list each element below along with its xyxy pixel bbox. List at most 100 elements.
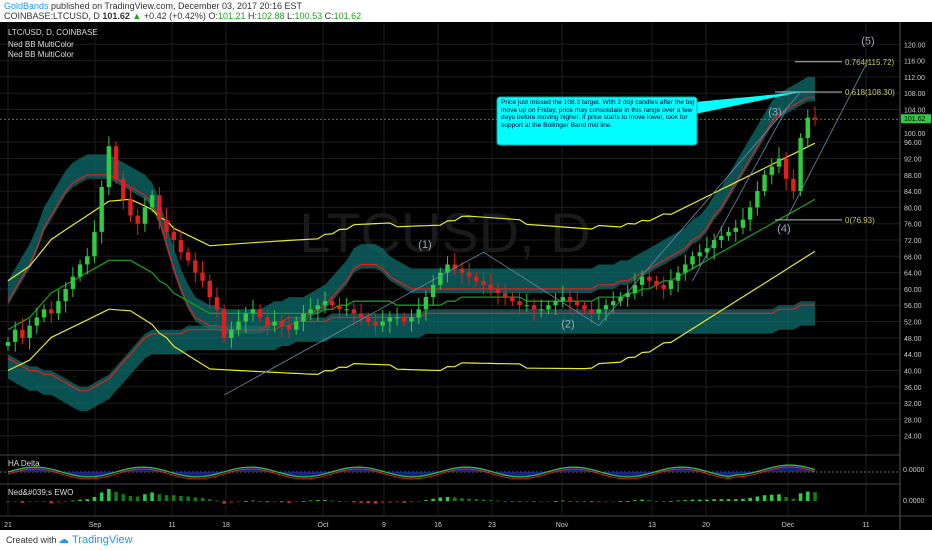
x-tick-label: 20 (702, 522, 710, 529)
change-value: +0.42 (+0.42%) (143, 11, 206, 21)
author-name[interactable]: GoldBands (4, 1, 49, 11)
candle-body (459, 268, 465, 273)
close-value: 101.62 (333, 11, 362, 21)
candle-body (776, 158, 782, 167)
x-tick-label: 21 (4, 522, 12, 529)
ewo-bar (582, 501, 587, 502)
ewo-bar (337, 501, 342, 502)
symbol-watermark: LTCUSD, D (299, 201, 590, 264)
candle-body (164, 219, 169, 232)
ewo-bar (150, 492, 154, 501)
y-tick-label: 44.00 (904, 352, 922, 359)
candle-body (185, 252, 191, 261)
candle-body (654, 280, 659, 285)
wave-label: (4) (777, 223, 790, 235)
ewo-bar (200, 497, 205, 501)
ewo-bar (503, 501, 507, 502)
ewo-bar (561, 500, 565, 502)
ewo-bar (791, 498, 796, 501)
ewo-bar (121, 494, 126, 501)
candle-body (358, 313, 364, 318)
ha-delta-label: HA Delta (8, 459, 40, 468)
x-tick-label: Sep (89, 522, 102, 529)
candle-body (279, 321, 285, 326)
candle-body (171, 231, 176, 240)
drawings: 0.764(115.72) 0.618(108.30) 0(76.93) 101.62… (0, 35, 931, 396)
tradingview-text: TradingView (72, 533, 133, 546)
ewo-bar (553, 501, 558, 502)
candle-body (56, 301, 61, 314)
price-chart[interactable]: LTCUSD, D 0.764(115.72) 0.618(108.30) 0(76… (0, 22, 932, 530)
candle-body (430, 284, 436, 298)
candle-body (762, 174, 767, 192)
ewo-bar (669, 501, 673, 502)
candles (5, 106, 818, 352)
y-tick-label: 48.00 (904, 336, 922, 343)
candle-body (589, 309, 594, 314)
last-price: 101.62 (102, 11, 130, 21)
ewo-bar (294, 501, 299, 502)
ewo-bar (604, 501, 608, 502)
candle-body (113, 146, 119, 179)
y-tick-label: 64.00 (904, 271, 922, 278)
tradingview-logo[interactable]: ☁ TradingView (58, 533, 133, 547)
candle-body (683, 264, 688, 273)
y-tick-label: 120.00 (904, 42, 926, 49)
ewo-bar (402, 501, 407, 503)
x-tick-label: 16 (434, 522, 442, 529)
up-arrow-icon: ▲ (132, 11, 142, 21)
candle-body (510, 297, 515, 302)
candle-body (466, 272, 472, 277)
ewo-bar (114, 492, 118, 501)
ewo-bar (308, 500, 313, 502)
chart-area[interactable]: LTCUSD, D 0.764(115.72) 0.618(108.30) 0(76… (0, 22, 932, 530)
candle-body (337, 305, 342, 310)
ewo-bar (135, 496, 140, 501)
x-tick-label: 23 (488, 522, 496, 529)
candle-body (200, 272, 205, 281)
candle-body (106, 146, 112, 187)
candle-body (603, 305, 609, 310)
wave-label: (1) (418, 239, 431, 251)
ewo-label: Ned&#039;s EWO (8, 488, 73, 497)
candle-body (380, 321, 385, 326)
candle-body (711, 240, 717, 249)
candle-body (661, 284, 666, 289)
candle-body (178, 240, 184, 253)
candle-body (538, 309, 544, 311)
upper-band-line (7, 96, 815, 331)
ewo-bar (431, 498, 435, 501)
note-box[interactable] (496, 96, 698, 146)
ewo-bar (186, 496, 190, 501)
ewo-bar (805, 491, 810, 501)
ewo-bar (618, 501, 623, 502)
ewo-bar (352, 501, 356, 503)
candle-body (257, 309, 263, 318)
y-tick-label: 28.00 (904, 417, 922, 424)
ewo-bar (280, 501, 284, 503)
fib-label: 0.618(108.30) (845, 88, 895, 97)
ewo-bar (35, 501, 39, 502)
slow-upper-line (7, 142, 816, 282)
ewo-bar (207, 499, 212, 501)
legend-title: LTC/USD, D, COINBASE (8, 28, 98, 37)
ewo-bar (359, 501, 363, 503)
ewo-bar (798, 493, 803, 501)
ewo-bar (424, 500, 428, 501)
legend-indicator-1: Ned BB MultiColor (8, 40, 74, 49)
candle-body (63, 288, 68, 302)
y-tick-label: 60.00 (904, 287, 922, 294)
candle-body (524, 305, 529, 307)
candle-body (229, 329, 234, 338)
y-tick-label: 104.00 (904, 108, 926, 115)
candle-body (719, 235, 724, 240)
y-tick-label: 52.00 (904, 320, 922, 327)
ewo-panel (6, 489, 817, 504)
published-text: published on TradingView.com, December 0… (51, 1, 303, 11)
candle-body (402, 317, 407, 322)
x-tick-label: Nov (556, 522, 569, 529)
ewo-bar (107, 489, 111, 501)
ewo-bar (92, 496, 97, 501)
created-with-text: Created with (6, 535, 57, 545)
candle-body (704, 248, 710, 253)
